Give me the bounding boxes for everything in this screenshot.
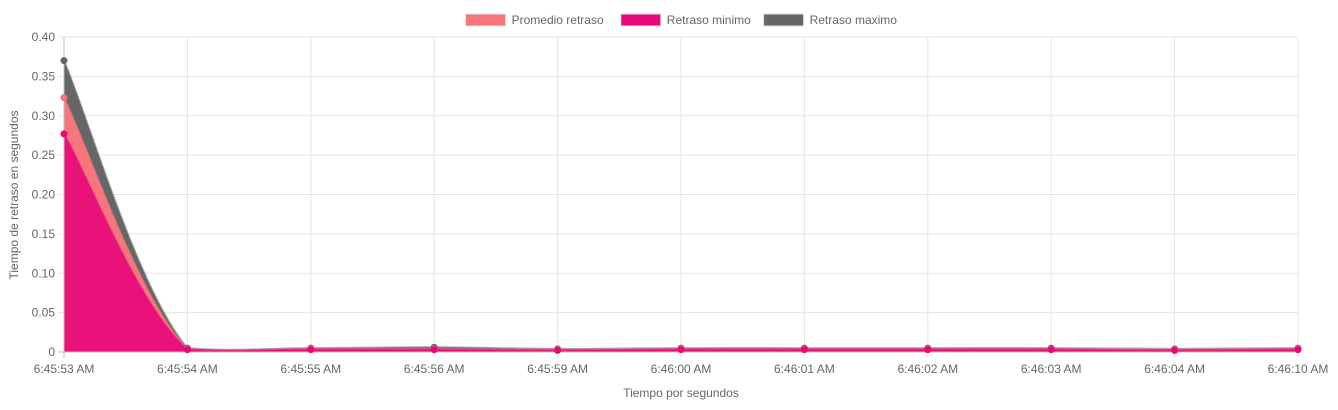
data-point[interactable]	[60, 57, 68, 65]
y-tick-label: 0.30	[32, 109, 56, 123]
data-point[interactable]	[800, 346, 808, 354]
y-tick-label: 0.40	[32, 30, 56, 44]
series-line-1	[63, 133, 1299, 352]
axes: 0 0.05 0.10 0.15 0.20 0.25 0.30 0.35 0.40 6:45:53…	[32, 30, 1329, 376]
x-tick-label: 6:45:54 AM	[157, 362, 218, 376]
data-point[interactable]	[924, 346, 932, 354]
legend-swatch	[763, 13, 805, 27]
y-axis-title: Tiempo de retraso en segundos	[7, 111, 21, 280]
series-points	[60, 57, 1302, 354]
legend-item[interactable]: Promedio retraso	[465, 13, 604, 27]
data-point[interactable]	[677, 346, 685, 354]
legend-swatch	[465, 13, 507, 27]
y-tick-label: 0.15	[32, 227, 56, 241]
y-tick-label: 0.25	[32, 148, 56, 162]
legend-item[interactable]: Retraso maximo	[763, 13, 898, 27]
data-point[interactable]	[307, 346, 315, 354]
y-tick-label: 0.05	[32, 306, 56, 320]
x-tick-label: 6:46:04 AM	[1144, 362, 1205, 376]
x-tick-label: 6:46:02 AM	[897, 362, 958, 376]
x-tick-label: 6:46:01 AM	[774, 362, 835, 376]
x-tick-label: 6:45:59 AM	[527, 362, 588, 376]
data-point[interactable]	[554, 346, 562, 354]
x-tick-label: 6:45:53 AM	[34, 362, 95, 376]
x-tick-label: 6:45:56 AM	[404, 362, 465, 376]
x-tick-label: 6:46:00 AM	[651, 362, 712, 376]
legend-swatch	[620, 13, 662, 27]
data-point[interactable]	[1171, 346, 1179, 354]
y-tick-label: 0	[48, 345, 55, 359]
y-tick-label: 0.20	[32, 188, 56, 202]
data-point[interactable]	[60, 130, 68, 138]
x-axis-title: Tiempo por segundos	[623, 386, 739, 400]
y-tick-label: 0.35	[32, 69, 56, 83]
x-tick-label: 6:45:55 AM	[280, 362, 341, 376]
y-tick-label: 0.10	[32, 266, 56, 280]
data-point[interactable]	[1294, 346, 1302, 354]
legend-label: Retraso maximo	[810, 13, 898, 27]
data-point[interactable]	[60, 94, 68, 102]
series-areas	[63, 60, 1299, 352]
data-point[interactable]	[183, 346, 191, 354]
grid	[58, 36, 1299, 358]
data-point[interactable]	[1047, 346, 1055, 354]
legend[interactable]: Promedio retraso Retraso minimo Retraso ma…	[465, 13, 898, 27]
legend-item[interactable]: Retraso minimo	[620, 13, 751, 27]
x-tick-label: 6:46:03 AM	[1021, 362, 1082, 376]
data-point[interactable]	[430, 346, 438, 354]
legend-label: Retraso minimo	[667, 13, 751, 27]
x-tick-label: 6:46:10 AM	[1268, 362, 1329, 376]
legend-label: Promedio retraso	[512, 13, 604, 27]
